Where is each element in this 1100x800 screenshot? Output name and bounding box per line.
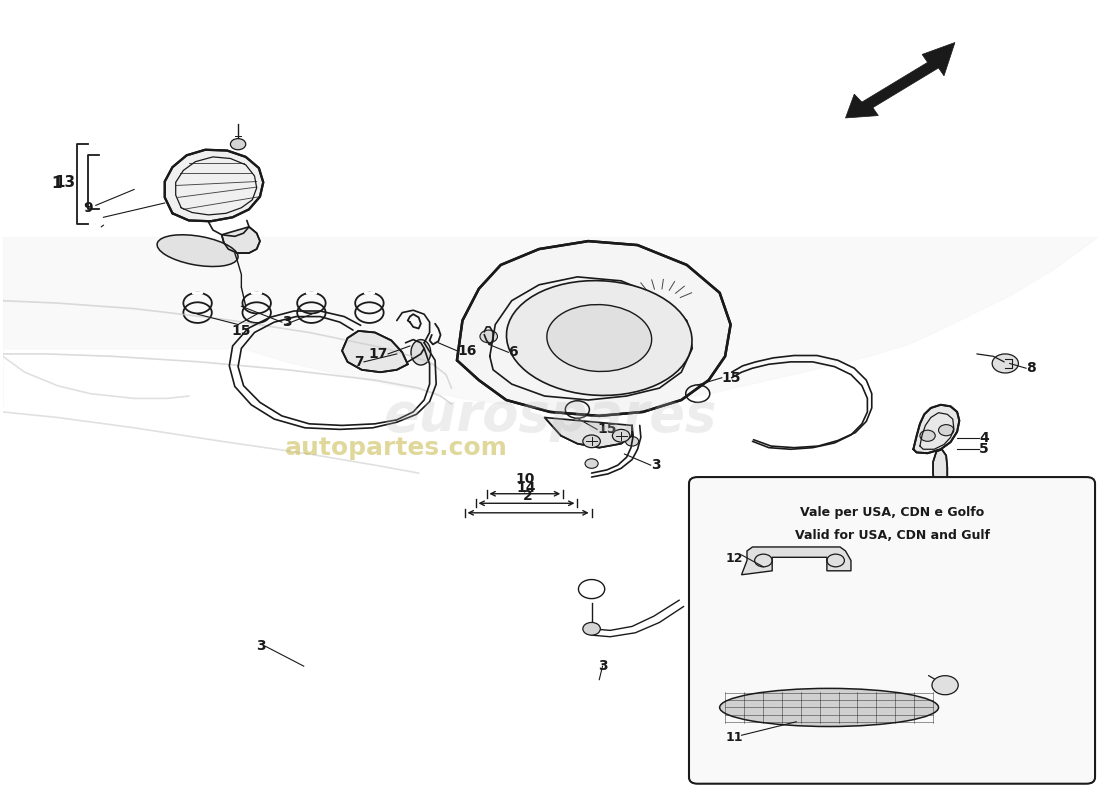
Polygon shape xyxy=(342,331,408,372)
Ellipse shape xyxy=(411,340,431,365)
Circle shape xyxy=(992,354,1019,373)
Text: 10: 10 xyxy=(515,472,535,486)
Polygon shape xyxy=(933,450,947,493)
Circle shape xyxy=(480,330,497,342)
Text: 12: 12 xyxy=(725,552,742,566)
Circle shape xyxy=(230,138,245,150)
Text: 8: 8 xyxy=(1026,362,1036,375)
Text: 1: 1 xyxy=(52,177,62,191)
FancyBboxPatch shape xyxy=(689,477,1094,784)
Circle shape xyxy=(583,435,601,448)
Text: 3: 3 xyxy=(597,659,607,673)
Circle shape xyxy=(917,543,931,553)
Ellipse shape xyxy=(719,688,938,726)
Text: 2: 2 xyxy=(524,490,534,503)
Text: 11: 11 xyxy=(725,731,742,744)
Circle shape xyxy=(583,622,601,635)
Circle shape xyxy=(948,553,961,562)
Text: eurospares: eurospares xyxy=(383,390,717,442)
Text: 4: 4 xyxy=(979,431,989,445)
Ellipse shape xyxy=(506,281,692,395)
Text: 15: 15 xyxy=(597,422,617,436)
Circle shape xyxy=(585,458,598,468)
Ellipse shape xyxy=(547,305,651,371)
Text: 3: 3 xyxy=(282,315,292,329)
Ellipse shape xyxy=(157,234,238,266)
Circle shape xyxy=(932,676,958,694)
Text: 15: 15 xyxy=(722,370,741,385)
Text: 13: 13 xyxy=(54,175,75,190)
Circle shape xyxy=(938,425,954,436)
Text: 5: 5 xyxy=(979,442,989,456)
Polygon shape xyxy=(846,42,955,118)
Text: 16: 16 xyxy=(456,344,476,358)
Text: 6: 6 xyxy=(508,346,518,359)
Polygon shape xyxy=(544,418,632,448)
Text: 9: 9 xyxy=(82,201,92,214)
Text: 14: 14 xyxy=(517,482,536,495)
Text: 7: 7 xyxy=(354,355,364,369)
Polygon shape xyxy=(222,227,260,253)
Polygon shape xyxy=(913,405,959,454)
Text: Valid for USA, CDN and Gulf: Valid for USA, CDN and Gulf xyxy=(794,530,990,542)
Circle shape xyxy=(626,437,639,446)
Circle shape xyxy=(948,543,961,553)
Polygon shape xyxy=(741,547,851,574)
Polygon shape xyxy=(165,150,263,222)
Text: 3: 3 xyxy=(256,639,265,654)
Circle shape xyxy=(917,553,931,562)
Circle shape xyxy=(613,430,630,442)
Circle shape xyxy=(920,430,935,442)
Text: 17: 17 xyxy=(368,347,388,361)
Text: 3: 3 xyxy=(651,458,660,472)
Text: autopartes.com: autopartes.com xyxy=(285,436,508,460)
Text: 15: 15 xyxy=(232,324,251,338)
Polygon shape xyxy=(456,241,730,416)
Text: Vale per USA, CDN e Golfo: Vale per USA, CDN e Golfo xyxy=(800,506,984,518)
